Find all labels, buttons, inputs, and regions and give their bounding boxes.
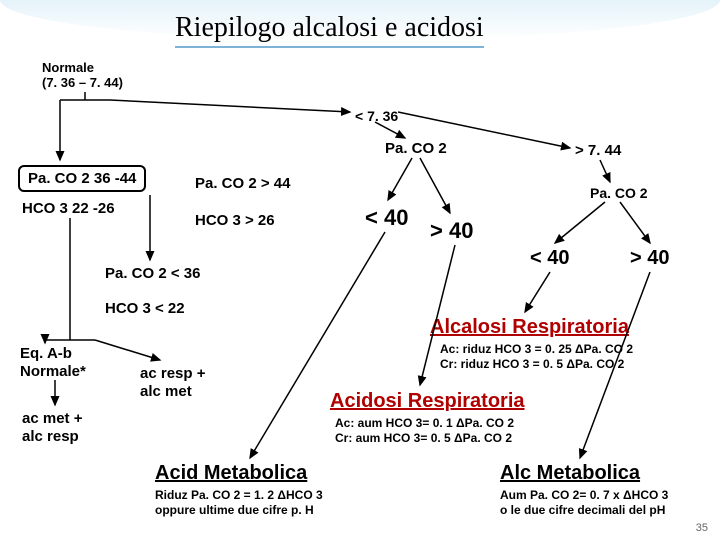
gt40-b: > 40 [630,247,669,270]
paco2-header-right: Pa. CO 2 [590,185,648,201]
alc-resp-l1: Ac: riduz HCO 3 = 0. 25 ΔPa. CO 2 [440,342,633,356]
paco2-header: Pa. CO 2 [385,140,447,157]
eq-ab-line1: Eq. A-b [20,345,72,362]
combo1-line1: ac resp + [140,365,205,382]
hco3-lt22-label: HCO 3 < 22 [105,300,185,317]
gt-744-label: > 7. 44 [575,142,621,159]
alc-resp-title: Alcalosi Respiratoria [430,316,629,339]
page-title: Riepilogo alcalosi e acidosi [175,12,484,48]
acid-met-l1: Riduz Pa. CO 2 = 1. 2 ΔHCO 3 [155,488,323,502]
lt40-b: < 40 [530,247,569,270]
acid-resp-l2: Cr: aum HCO 3= 0. 5 ΔPa. CO 2 [335,431,512,445]
combo1-line2: alc met [140,383,192,400]
alc-met-title: Alc Metabolica [500,462,640,485]
hco3-2226-label: HCO 3 22 -26 [22,200,115,217]
lt40-a: < 40 [365,205,408,231]
acid-met-l2: oppure ultime due cifre p. H [155,503,314,517]
paco2-gt44-label: Pa. CO 2 > 44 [195,175,290,192]
page-number: 35 [696,522,708,534]
paco2-lt36-label: Pa. CO 2 < 36 [105,265,200,282]
acid-resp-title: Acidosi Respiratoria [330,390,525,413]
combo2-line2: alc resp [22,428,79,445]
alc-resp-l2: Cr: riduz HCO 3 = 0. 5 ΔPa. CO 2 [440,357,624,371]
eq-ab-line2: Normale* [20,363,86,380]
gt40-a: > 40 [430,218,473,244]
acid-resp-l1: Ac: aum HCO 3= 0. 1 ΔPa. CO 2 [335,416,514,430]
normale-label: Normale [42,60,94,75]
combo2-line1: ac met + [22,410,82,427]
alc-met-l1: Aum Pa. CO 2= 0. 7 x ΔHCO 3 [500,488,668,502]
hco3-gt26-label: HCO 3 > 26 [195,212,275,229]
paco2-3644-box: Pa. CO 2 36 -44 [18,165,146,192]
alc-met-l2: o le due cifre decimali del pH [500,503,665,517]
normale-range: (7. 36 – 7. 44) [42,75,123,90]
lt-736-label: < 7. 36 [355,108,398,124]
acid-met-title: Acid Metabolica [155,462,307,485]
